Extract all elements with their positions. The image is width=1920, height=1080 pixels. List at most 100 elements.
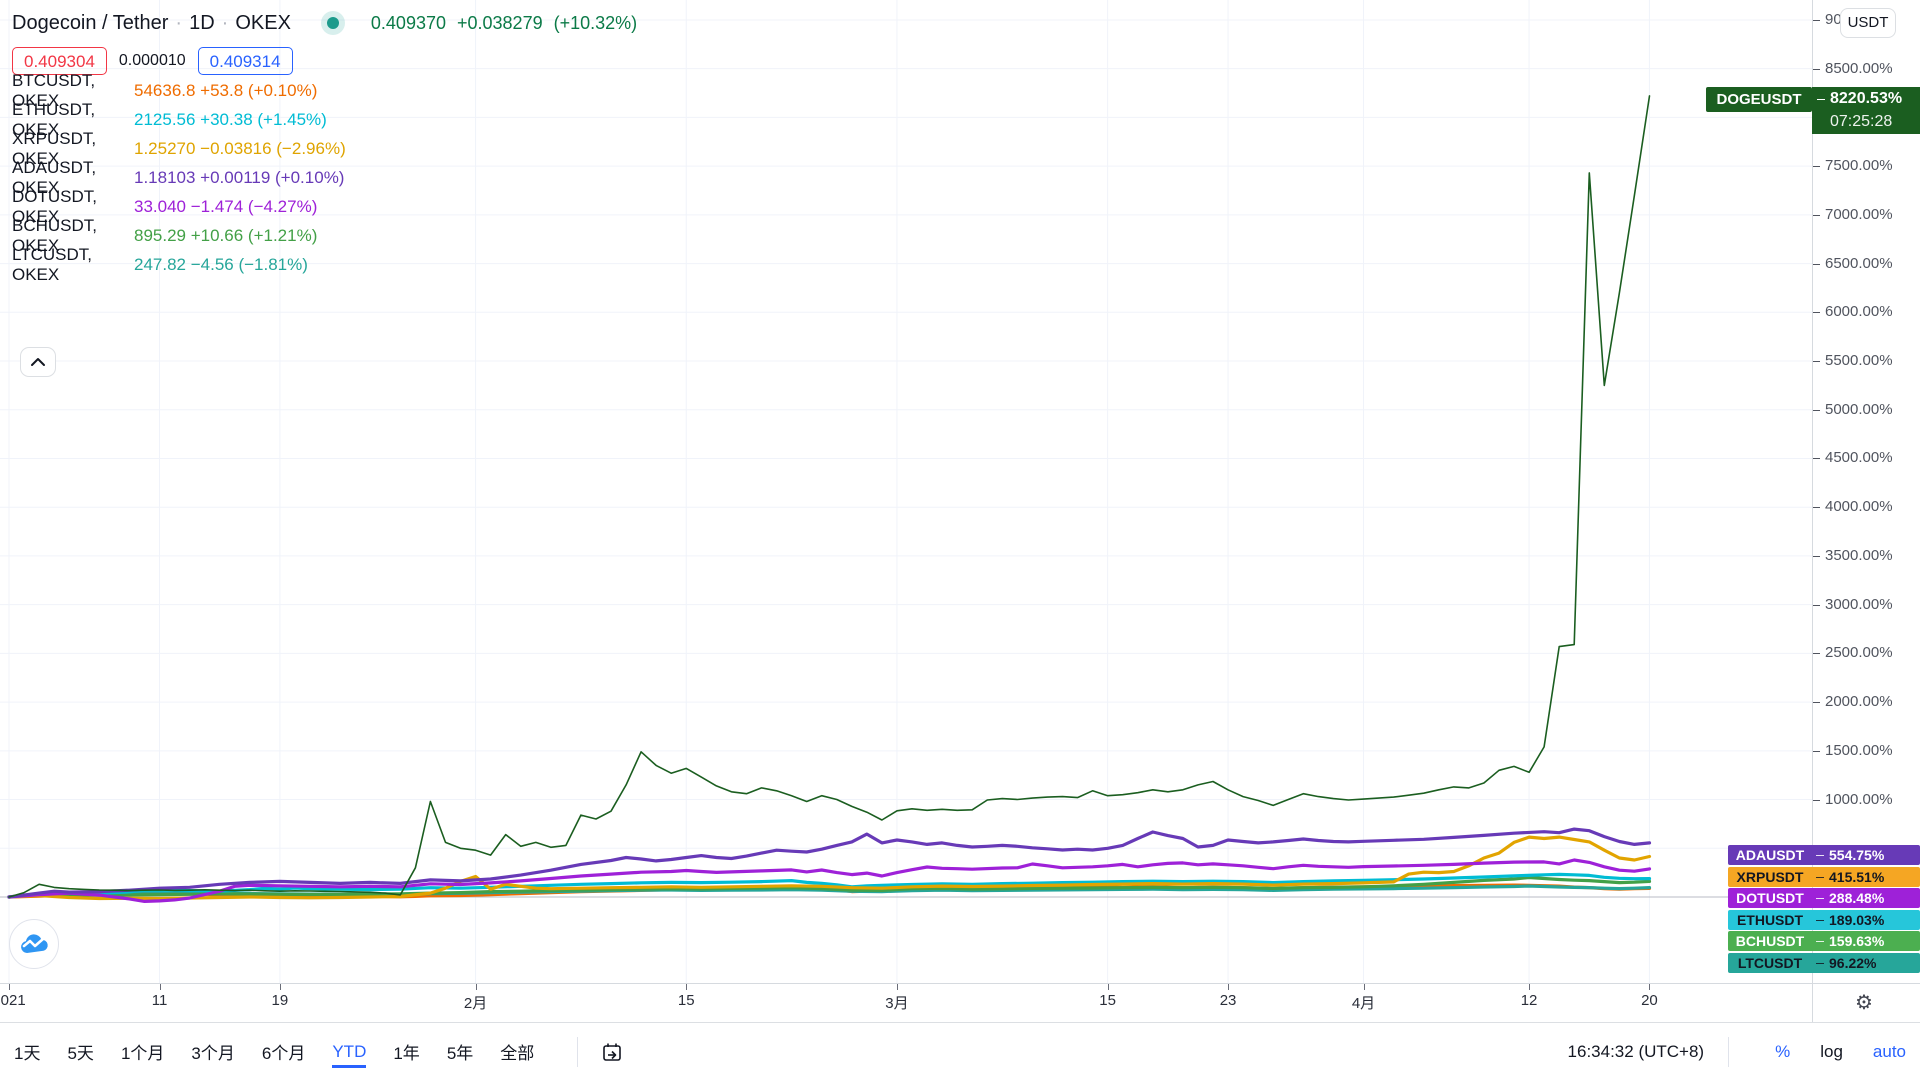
time-axis-label: 23 (1219, 992, 1237, 1009)
bottom-toolbar: 1天 5天 1个月 3个月 6个月 YTD 1年 5年 全部 16:34:32 (UTC+8) … (0, 1022, 1920, 1080)
chip-value: 96.22% (1812, 953, 1920, 973)
price-axis-tick (1813, 702, 1820, 704)
value-chip-xrpusdt: XRPUSDT 415.51% (1728, 866, 1920, 887)
compare-row-xrpusdt[interactable]: XRPUSDT, OKEX 1.25270 −0.03816 (−2.96%) (12, 129, 346, 168)
price-axis-tick (1813, 750, 1820, 752)
compare-row-ethusdt[interactable]: ETHUSDT, OKEX 2125.56 +30.38 (+1.45%) (12, 100, 346, 139)
value-chip-bchusdt: BCHUSDT 159.63% (1728, 931, 1920, 951)
time-axis-tick (896, 984, 898, 990)
clock-timezone-button[interactable]: 16:34:32 (UTC+8) (1567, 1041, 1705, 1061)
compare-row-adausdt[interactable]: ADAUSDT, OKEX 1.18103 +0.00119 (+0.10%) (12, 158, 346, 197)
separator-dot: · (221, 11, 229, 34)
time-axis-tick (1228, 984, 1230, 990)
toolbar-right-group: 16:34:32 (UTC+8) % log auto (1567, 1036, 1906, 1067)
value-chip-ethusdt: ETHUSDT 189.03% (1728, 909, 1920, 930)
time-axis-tick (279, 984, 281, 990)
auto-scale-button[interactable]: auto (1872, 1041, 1906, 1061)
range-tab-1年[interactable]: 1年 (393, 1044, 420, 1063)
price-axis-label: 3000.00% (1825, 595, 1893, 613)
compare-row-bchusdt[interactable]: BCHUSDT, OKEX 895.29 +10.66 (+1.21%) (12, 216, 346, 255)
time-axis-tick (1529, 984, 1531, 990)
compare-row-dotusdt[interactable]: DOTUSDT, OKEX 33.040 −1.474 (−4.27%) (12, 187, 346, 226)
price-axis-label: 6500.00% (1825, 254, 1893, 272)
time-axis[interactable]: 2021 11 19 2月 15 3月 15 23 4月 12 20 (0, 983, 1812, 1022)
symbol-row[interactable]: Dogecoin / Tether · 1D · OKEX 0.409370 +… (12, 8, 643, 38)
time-axis-label: 15 (1099, 992, 1116, 1009)
price-change-percent: (+10.32%) (553, 12, 638, 33)
series-line-dotusdt (7, 858, 1652, 904)
compare-value: 1.18103 +0.00119 (+0.10%) (134, 167, 345, 187)
price-axis-label: 1000.00% (1825, 790, 1893, 808)
time-axis-tick (1107, 984, 1109, 990)
unit-currency-button[interactable]: USDT (1840, 8, 1896, 38)
value-chip-adausdt: ADAUSDT 554.75% (1728, 845, 1920, 865)
date-range-tabs: 1天 5天 1个月 3个月 6个月 YTD 1年 5年 全部 (14, 1033, 561, 1070)
time-axis-label: 19 (271, 992, 289, 1009)
buy-ask-button[interactable]: 0.409314 (197, 47, 293, 75)
cloud-chart-icon (21, 934, 48, 953)
sell-bid-button[interactable]: 0.409304 (12, 47, 107, 75)
price-axis-tick (1813, 312, 1820, 314)
realtime-status-icon[interactable] (320, 11, 345, 35)
range-tab-1天[interactable]: 1天 (14, 1044, 41, 1063)
time-axis-tick (159, 984, 161, 990)
chevron-up-icon (31, 358, 45, 366)
percent-scale-button[interactable]: % (1775, 1041, 1791, 1061)
price-axis-label: 4000.00% (1825, 498, 1893, 516)
range-tab-全部[interactable]: 全部 (500, 1044, 535, 1063)
last-price-value: 0.409370 (370, 12, 446, 33)
compare-row-ltcusdt[interactable]: LTCUSDT, OKEX 247.82 −4.56 (−1.81%) (12, 245, 346, 284)
compare-symbol: LTCUSDT, OKEX (12, 244, 92, 284)
toolbar-divider (1728, 1036, 1730, 1067)
price-axis-tick (1813, 263, 1820, 265)
chip-value: 415.51% (1812, 867, 1920, 887)
range-tab-ytd[interactable]: YTD (332, 1036, 367, 1068)
chart-pane[interactable] (0, 0, 1812, 983)
gear-icon[interactable]: ⚙ (1855, 992, 1873, 1014)
doge-current-percent: 8220.53% (1812, 87, 1920, 111)
time-axis-tick (1363, 984, 1365, 990)
compare-value: 1.25270 −0.03816 (−2.96%) (134, 138, 346, 158)
time-axis-label: 20 (1641, 992, 1658, 1009)
time-axis-tick (475, 984, 477, 990)
compare-symbol: XRPUSDT, OKEX (12, 128, 97, 168)
time-axis-tick (686, 984, 688, 990)
log-scale-button[interactable]: log (1820, 1041, 1843, 1061)
range-tab-6个月[interactable]: 6个月 (261, 1044, 306, 1063)
price-axis-label: 4500.00% (1825, 449, 1893, 467)
go-to-date-icon (603, 1043, 622, 1061)
symbol-title[interactable]: Dogecoin / Tether (12, 11, 169, 34)
price-axis-tick (1813, 68, 1820, 70)
price-axis-tick (1813, 214, 1820, 216)
compare-row-btcusdt[interactable]: BTCUSDT, OKEX 54636.8 +53.8 (+0.10%) (12, 71, 346, 110)
price-axis-label: 1500.00% (1825, 741, 1893, 759)
compare-symbols-list: BTCUSDT, OKEX 54636.8 +53.8 (+0.10%) ETH… (12, 71, 346, 284)
compare-value: 895.29 +10.66 (+1.21%) (134, 225, 318, 245)
collapse-legend-button[interactable] (20, 347, 56, 377)
go-to-date-button[interactable] (600, 1040, 624, 1064)
range-tab-5年[interactable]: 5年 (446, 1044, 474, 1063)
range-tab-3个月[interactable]: 3个月 (191, 1044, 235, 1063)
time-axis-tick (1649, 984, 1651, 990)
range-tab-1个月[interactable]: 1个月 (120, 1044, 165, 1063)
time-axis-label: 11 (151, 992, 168, 1009)
range-tab-5天[interactable]: 5天 (67, 1044, 94, 1063)
exchange-logo[interactable] (9, 919, 59, 969)
time-axis-label: 4月 (1351, 995, 1376, 1012)
price-axis-tick (1813, 409, 1820, 411)
compare-value: 247.82 −4.56 (−1.81%) (134, 254, 308, 274)
time-axis-label: 2月 (463, 995, 488, 1012)
price-axis[interactable]: 1000.00% 1500.00% 2000.00% 2500.00% 3000.00%… (1812, 0, 1920, 983)
series-line-ethusdt (7, 872, 1652, 899)
chart-legend: Dogecoin / Tether · 1D · OKEX 0.409370 +… (12, 8, 643, 76)
interval-label[interactable]: 1D (189, 11, 215, 34)
chip-symbol: ADAUSDT (1735, 847, 1805, 863)
exchange-label[interactable]: OKEX (235, 11, 291, 34)
compare-symbol: DOTUSDT, OKEX (12, 186, 97, 226)
axis-corner: ⚙ (1812, 983, 1920, 1022)
value-chip-dotusdt: DOTUSDT 288.48% (1728, 888, 1920, 908)
spread-value: 0.000010 (118, 52, 186, 69)
price-axis-tick (1813, 166, 1820, 168)
price-axis-tick (1813, 653, 1820, 655)
